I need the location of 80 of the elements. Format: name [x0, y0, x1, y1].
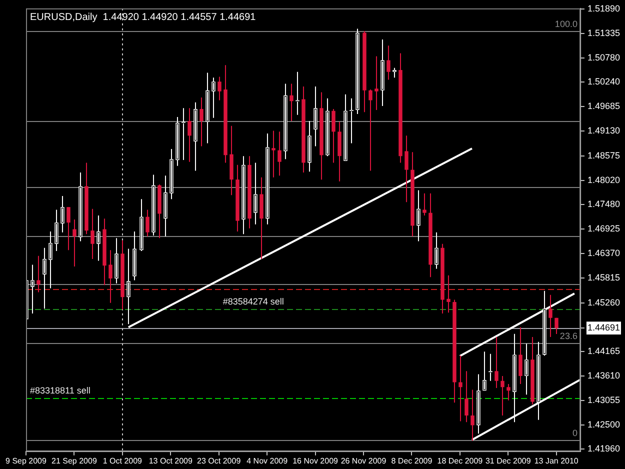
candlestick	[314, 86, 318, 147]
y-tick-label: 1.50240	[587, 76, 620, 86]
candlestick	[416, 190, 420, 242]
y-tick-label: 1.48020	[587, 174, 620, 185]
y-tick-label: 1.46370	[587, 248, 620, 258]
candlestick	[72, 218, 76, 267]
x-tick-label: 1 Oct 2009	[102, 456, 143, 466]
candlestick	[36, 255, 40, 293]
x-tick-label: 26 Nov 2009	[340, 456, 387, 466]
candlestick	[48, 230, 52, 289]
x-tick-label: 4 Nov 2009	[246, 456, 288, 466]
candlestick	[470, 389, 474, 442]
candlestick	[554, 317, 558, 335]
y-tick-label: 1.45260	[587, 297, 620, 308]
candlestick	[218, 76, 222, 101]
candlestick	[404, 135, 408, 203]
candlestick	[434, 232, 438, 270]
candlestick	[126, 248, 130, 325]
x-tick-label: 13 Oct 2009	[148, 456, 193, 466]
y-tick-label: 1.44165	[587, 346, 620, 356]
y-tick-label: 1.49685	[587, 101, 620, 112]
candlestick	[524, 343, 528, 396]
candlestick	[200, 97, 204, 147]
annotation: #83318811 sell	[30, 386, 90, 396]
y-tick-label: 1.46925	[587, 223, 620, 234]
y-tick-label: 1.47480	[587, 198, 620, 209]
y-tick-label: 1.50780	[587, 52, 620, 63]
candlestick	[290, 83, 294, 122]
candlestick	[332, 108, 336, 164]
candlestick	[60, 195, 64, 233]
y-tick-label: 1.51890	[587, 3, 620, 14]
y-tick-label: 1.51335	[587, 28, 620, 38]
annotation: 23.6	[560, 331, 578, 342]
candlestick	[500, 376, 504, 416]
candlestick	[188, 108, 192, 162]
candlestick	[54, 209, 58, 252]
x-tick-label: 9 Sep 2009	[6, 456, 48, 466]
candlestick	[422, 192, 426, 216]
candlestick	[506, 383, 510, 401]
candlestick	[108, 250, 112, 304]
x-tick-label: 18 Dec 2009	[437, 456, 484, 466]
candlestick	[254, 162, 258, 225]
candlestick	[392, 67, 396, 78]
candlestick	[548, 294, 552, 338]
candlestick	[212, 77, 216, 118]
candlestick	[446, 274, 450, 314]
annotation: 0	[572, 428, 578, 438]
candlestick	[66, 206, 70, 251]
y-tick-label: 1.43055	[587, 395, 620, 406]
chart-title: EURUSD,Daily 1.44920 1.44920 1.44557 1.44691	[30, 12, 256, 24]
candlestick	[374, 56, 378, 110]
candlestick	[518, 326, 522, 384]
y-tick-label: 1.43610	[587, 370, 620, 380]
y-tick-label: 1.41960	[587, 444, 620, 454]
y-tick-label: 1.44691	[587, 322, 620, 333]
candlestick	[42, 247, 46, 310]
x-tick-label: 8 Dec 2009	[391, 456, 433, 466]
x-tick-label: 13 Jan 2010	[534, 456, 579, 466]
candlestick	[146, 209, 150, 237]
candlestick	[494, 336, 498, 388]
x-tick-label: 31 Dec 2009	[485, 456, 532, 466]
x-tick-label: 23 Oct 2009	[197, 456, 242, 466]
y-tick-label: 1.49130	[587, 126, 620, 136]
candlestick	[90, 208, 94, 260]
annotation: 100.0	[554, 19, 578, 29]
candlestick	[458, 355, 462, 422]
x-tick-label: 16 Nov 2009	[292, 456, 339, 466]
candlestick	[96, 214, 100, 262]
candlestick	[368, 89, 372, 172]
annotation: #83584274 sell	[222, 296, 284, 307]
x-tick-label: 21 Sep 2009	[52, 456, 98, 466]
candlestick	[386, 45, 390, 80]
candlestick	[278, 131, 282, 176]
y-tick-label: 1.48575	[587, 150, 620, 160]
y-tick-label: 1.42500	[587, 420, 620, 430]
candlestick	[482, 351, 486, 392]
candlestick	[272, 130, 276, 178]
candlestick	[30, 264, 34, 314]
candlestick	[464, 370, 468, 423]
y-tick-label: 1.45815	[587, 272, 620, 283]
